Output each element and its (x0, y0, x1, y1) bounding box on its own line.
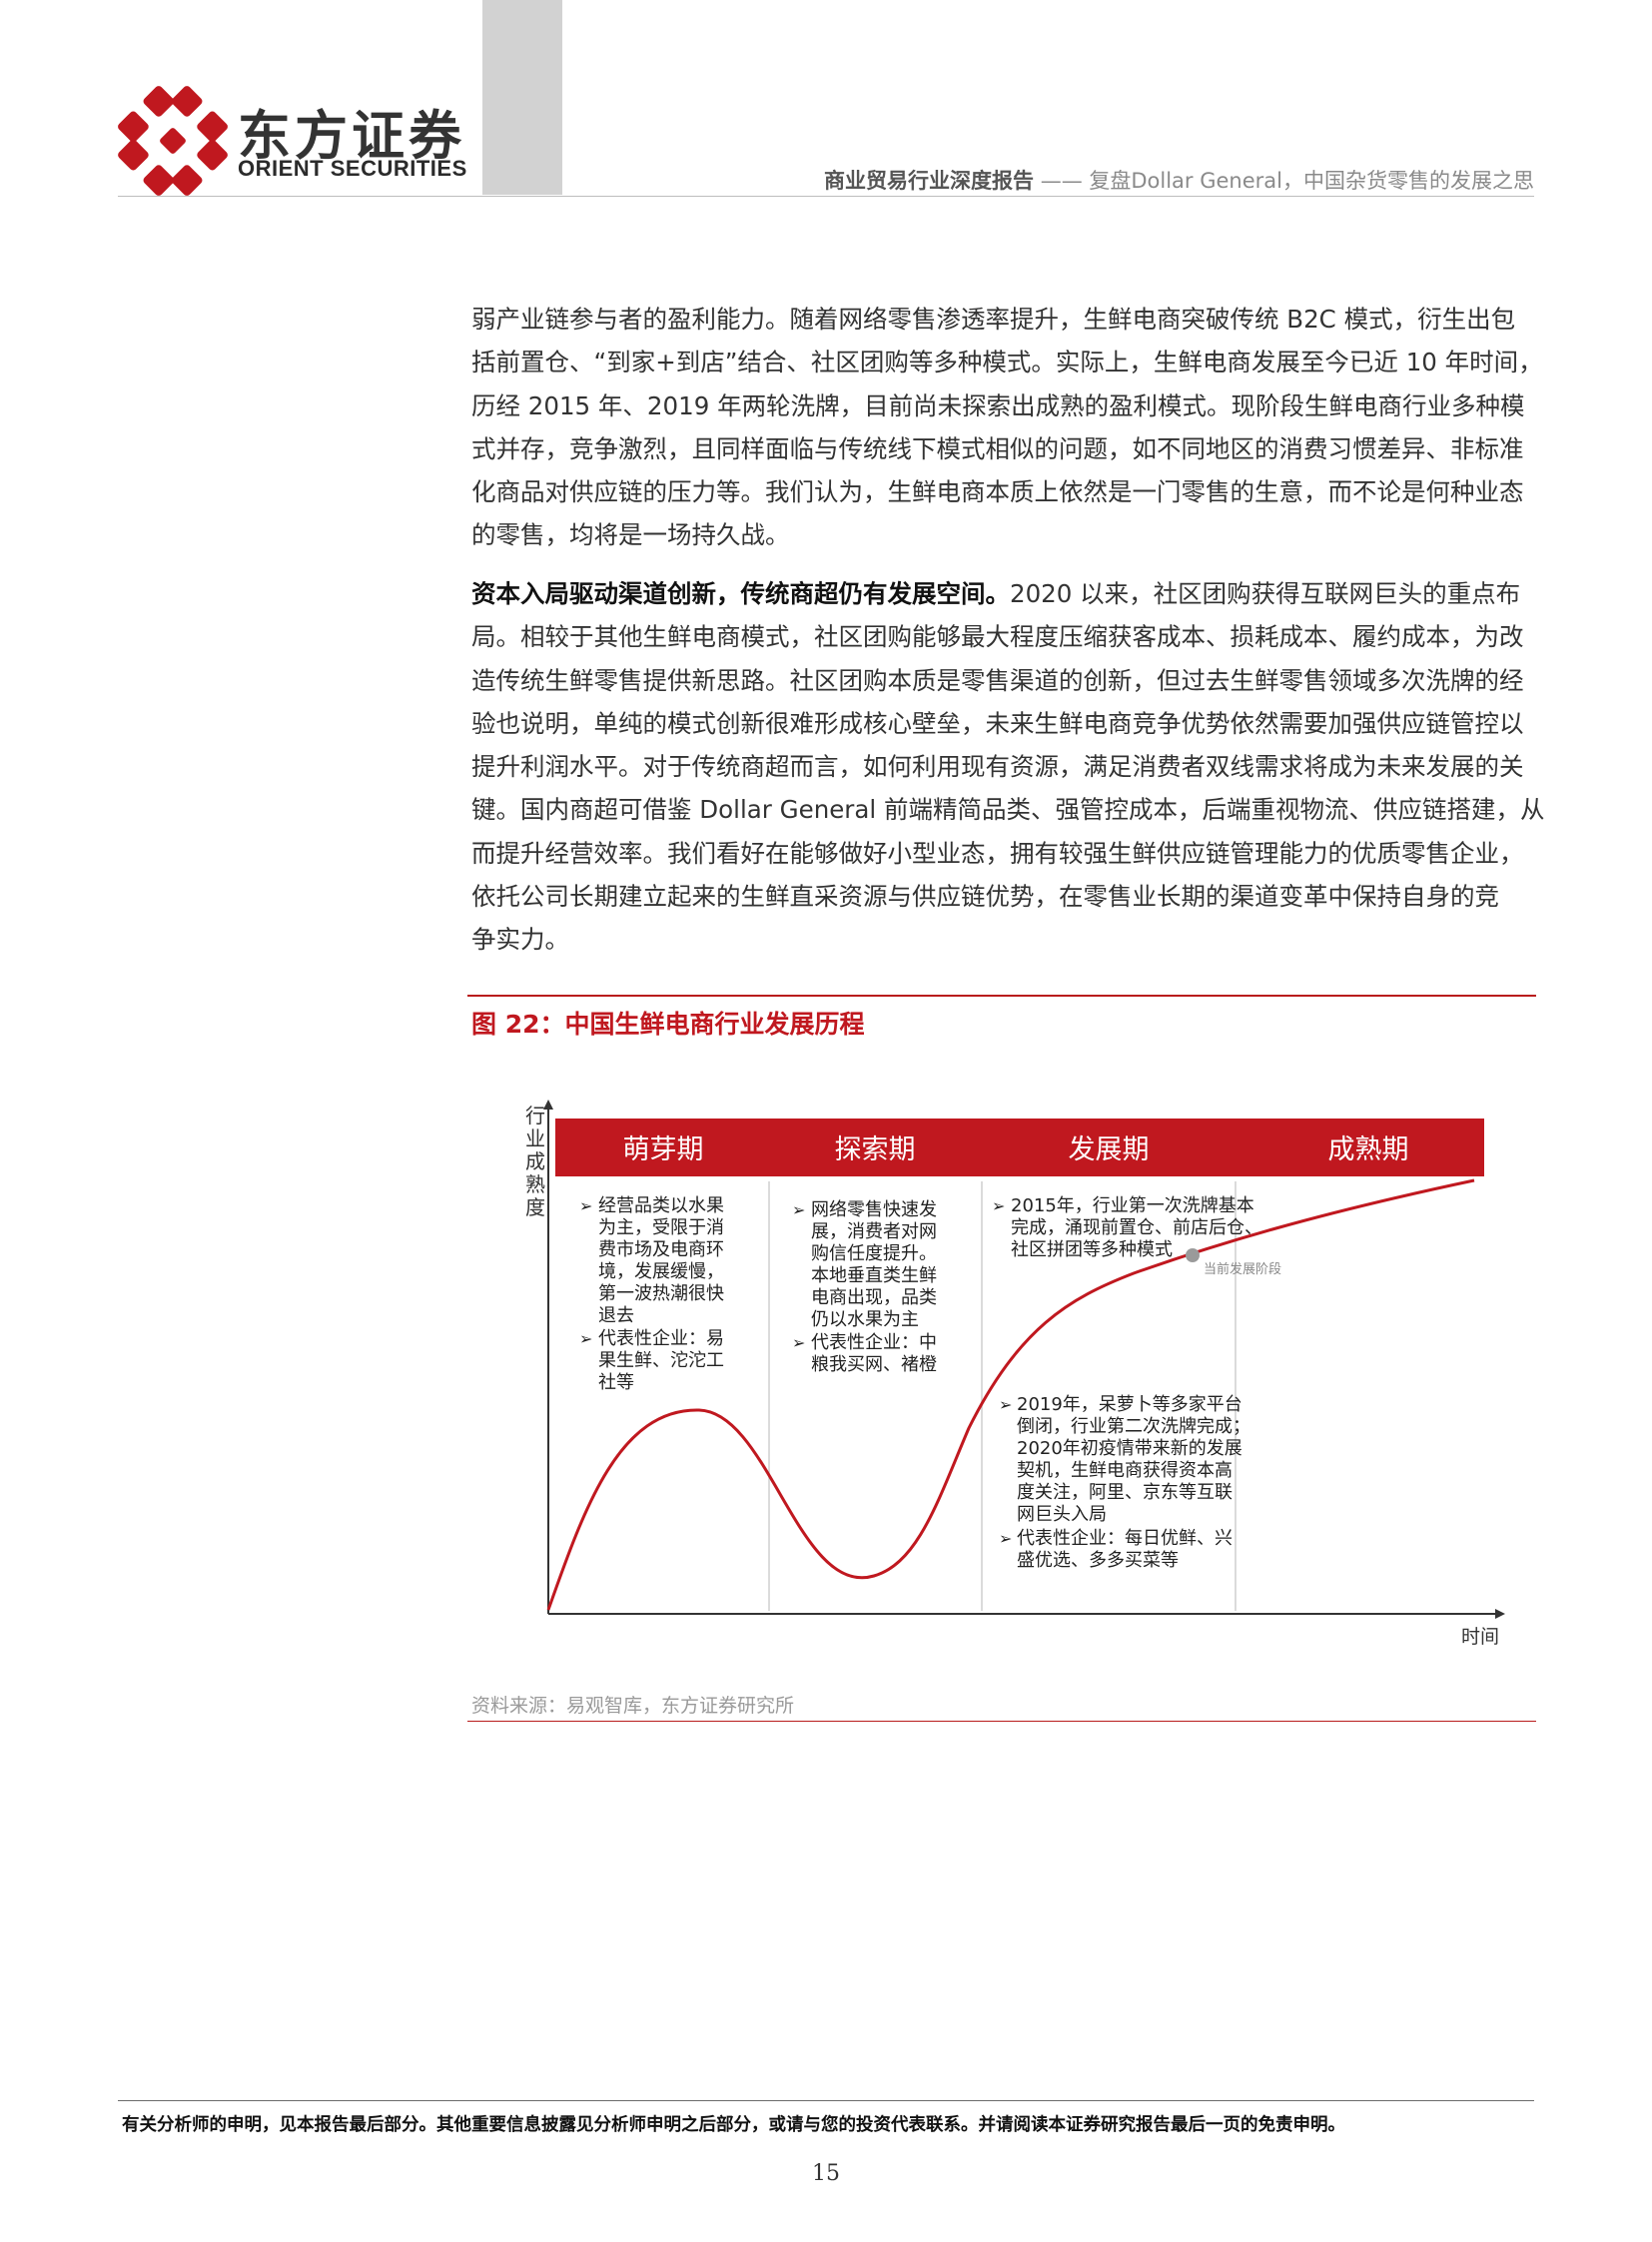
bullet-icon: ➢ (999, 1529, 1012, 1548)
paragraph-1: 弱产业链参与者的盈利能力。随着网络零售渗透率提升，生鲜电商突破传统 B2C 模式… (471, 298, 1543, 557)
bullet-icon: ➢ (999, 1395, 1012, 1414)
note-line: 电商出现，品类 (811, 1287, 937, 1308)
y-axis-label-char: 业 (525, 1126, 545, 1150)
x-axis-label: 时间 (1461, 1626, 1499, 1648)
note-line: 第一波热潮很快 (598, 1283, 724, 1304)
current-stage-label: 当前发展阶段 (1204, 1261, 1281, 1277)
paragraph-line: 争实力。 (471, 925, 569, 955)
paragraph-line: 的零售，均将是一场持久战。 (471, 520, 790, 550)
paragraph-2: 资本入局驱动渠道创新，传统商超仍有发展空间。2020 以来，社区团购获得互联网巨… (471, 572, 1545, 962)
note-line: 完成，涌现前置仓、前店后仓、 (1011, 1217, 1262, 1238)
stage-label-exploring: 探索期 (835, 1134, 916, 1165)
current-stage-marker (1186, 1248, 1200, 1262)
y-axis-label-char: 行 (525, 1104, 545, 1127)
note-line: 本地垂直类生鲜 (811, 1265, 937, 1286)
paragraph-line: 历经 2015 年、2019 年两轮洗牌，目前尚未探索出成熟的盈利模式。现阶段生… (471, 390, 1525, 420)
figure-title: 图 22：中国生鲜电商行业发展历程 (471, 1010, 865, 1039)
paragraph-line: 式并存，竞争激烈，且同样面临与传统线下模式相似的问题，如不同地区的消费习惯差异、… (471, 433, 1524, 463)
y-axis-label-char: 度 (525, 1195, 545, 1219)
paragraph-line: 而提升经营效率。我们看好在能够做好小型业态，拥有较强生鲜供应链管理能力的优质零售… (471, 838, 1524, 868)
note-line: 经营品类以水果 (598, 1195, 724, 1216)
note-line: 网巨头入局 (1017, 1504, 1107, 1525)
bullet-icon: ➢ (792, 1333, 805, 1352)
bullet-icon: ➢ (579, 1329, 592, 1348)
bullet-icon: ➢ (792, 1200, 805, 1219)
figure-source: 资料来源：易观智库，东方证券研究所 (471, 1695, 795, 1717)
note-line: 代表性企业：中 (811, 1332, 937, 1353)
footer-disclaimer: 有关分析师的申明，见本报告最后部分。其他重要信息披露见分析师申明之后部分，或请与… (122, 2115, 1345, 2135)
note-line: 倒闭，行业第二次洗牌完成； (1017, 1416, 1250, 1437)
note-line: 契机，生鲜电商获得资本高 (1017, 1460, 1233, 1481)
note-line: 为主，受限于消 (598, 1217, 724, 1238)
note-line: 盛优选、多多买菜等 (1017, 1550, 1179, 1571)
paragraph-line: 弱产业链参与者的盈利能力。随着网络零售渗透率提升，生鲜电商突破传统 B2C 模式… (471, 305, 1516, 334)
note-line: 网络零售快速发 (811, 1199, 937, 1220)
note-line: 退去 (598, 1305, 634, 1326)
note-line: 购信任度提升。 (811, 1243, 937, 1264)
paragraph-line: 化商品对供应链的压力等。我们认为，生鲜电商本质上依然是一门零售的生意，而不论是何… (471, 477, 1524, 507)
header-dash: —— (1040, 169, 1083, 193)
page-number: 15 (812, 2161, 840, 2186)
stage-label-sprouting: 萌芽期 (623, 1134, 704, 1165)
note-line: 展，消费者对网 (811, 1221, 937, 1242)
orient-logo-icon (118, 86, 228, 196)
logo-chinese-name: 东方证券 (238, 106, 465, 167)
paragraph-line: 造传统生鲜零售提供新思路。社区团购本质是零售渠道的创新，但过去生鲜零售领域多次洗… (471, 665, 1524, 695)
note-line: 代表性企业：易 (598, 1328, 724, 1349)
paragraph-line: 依托公司长期建立起来的生鲜直采资源与供应链优势，在零售业长期的渠道变革中保持自身… (471, 882, 1499, 912)
paragraph-line: 提升利润水平。对于传统商超而言，如何利用现有资源，满足消费者双线需求将成为未来发… (471, 752, 1524, 782)
paragraph-line: 局。相较于其他生鲜电商模式，社区团购能够最大程度压缩获客成本、损耗成本、履约成本… (471, 622, 1524, 652)
report-subject: 复盘Dollar General，中国杂货零售的发展之思 (1089, 169, 1534, 193)
note-line: 2015年，行业第一次洗牌基本 (1011, 1195, 1254, 1216)
header-divider (118, 196, 1534, 197)
figure-top-rule (467, 995, 1536, 997)
bullet-icon: ➢ (992, 1196, 1005, 1215)
note-line: 2019年，呆萝卜等多家平台 (1017, 1394, 1242, 1415)
report-header-title: 商业贸易行业深度报告 —— 复盘Dollar General，中国杂货零售的发展… (824, 165, 1534, 195)
stage-header-band (555, 1119, 1484, 1176)
development-stage-diagram: 行 业 成 熟 度 时间 萌芽期 探索期 发展期 成熟期 当前发展阶段 ➢ 经营… (525, 1100, 1505, 1648)
paragraph-line: 键。国内商超可借鉴 Dollar General 前端精简品类、强管控成本，后端… (471, 795, 1545, 825)
note-line: 社等 (598, 1372, 634, 1393)
stage-label-mature: 成熟期 (1328, 1134, 1409, 1165)
footer-divider (118, 2100, 1534, 2101)
note-line: 度关注，阿里、京东等互联 (1017, 1482, 1233, 1503)
note-line: 社区拼团等多种模式 (1011, 1239, 1173, 1260)
bullet-icon: ➢ (579, 1196, 592, 1215)
note-line: 仍以水果为主 (811, 1309, 919, 1330)
header-gray-bar (482, 0, 562, 195)
paragraph-lead-bold: 资本入局驱动渠道创新，传统商超仍有发展空间。 (471, 579, 1010, 608)
note-line: 境，发展缓慢， (598, 1261, 724, 1282)
report-type: 商业贸易行业深度报告 (824, 169, 1034, 193)
note-line: 果生鲜、沱沱工 (598, 1350, 724, 1371)
note-line: 2020年初疫情带来新的发展 (1017, 1438, 1242, 1459)
paragraph-lead-rest: 2020 以来，社区团购获得互联网巨头的重点布 (1010, 579, 1521, 608)
paragraph-line: 括前置仓、“到家+到店”结合、社区团购等多种模式。实际上，生鲜电商发展至今已近 … (471, 348, 1543, 377)
y-axis-label-char: 成 (525, 1149, 545, 1173)
logo-english-name: ORIENT SECURITIES (238, 156, 467, 181)
y-axis-label-char: 熟 (525, 1172, 545, 1196)
note-line: 费市场及电商环 (598, 1239, 724, 1260)
note-line: 代表性企业：每日优鲜、兴 (1017, 1528, 1233, 1549)
paragraph-line: 资本入局驱动渠道创新，传统商超仍有发展空间。2020 以来，社区团购获得互联网巨… (471, 572, 1534, 615)
stage-label-developing: 发展期 (1069, 1134, 1150, 1165)
paragraph-line: 验也说明，单纯的模式创新很难形成核心壁垒，未来生鲜电商竞争优势依然需要加强供应链… (471, 708, 1524, 738)
figure-bottom-rule (467, 1721, 1536, 1722)
note-line: 粮我买网、褚橙 (811, 1354, 937, 1375)
